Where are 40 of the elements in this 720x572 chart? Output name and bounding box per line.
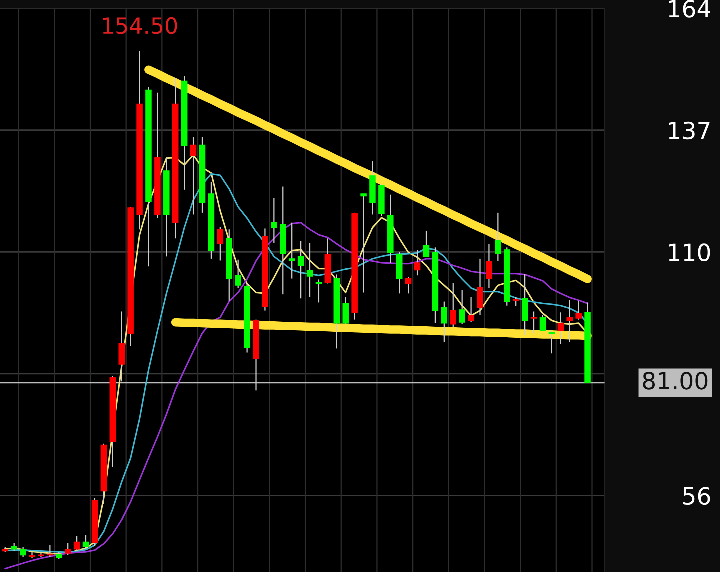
candlestick [530,311,538,334]
candlestick [441,301,448,343]
ref-line-label: 81.00 [643,372,708,390]
candlestick [548,330,556,354]
y-tick-label: 110 [669,244,710,262]
candlestick [540,314,546,332]
candlestick [360,193,367,294]
line-series [4,222,589,570]
candlestick [306,242,314,298]
candlestick [477,258,484,316]
candlestick [82,534,90,550]
candlestick [486,244,492,289]
candlestick [271,197,278,244]
candlestick [118,311,125,382]
candlestick [423,230,430,258]
candlestick [74,536,80,552]
candlestick [235,259,242,289]
annotation: 154.50 [103,17,178,34]
candlestick [468,296,474,323]
candlestick [566,299,573,343]
candlestick [298,240,304,300]
candlestick [450,282,457,328]
candlestick [495,212,502,262]
y-tick-label: 56 [684,487,710,506]
y-tick-label: 164 [669,0,710,18]
candlestick [217,226,224,262]
candlestick [459,290,466,325]
candlestick [190,136,197,216]
candlestick [558,312,564,345]
candlestick [396,252,403,294]
candlestick [576,300,582,320]
candlestick [414,250,421,276]
candlestick [64,542,72,556]
y-tick-label: 137 [669,122,710,140]
candlestick [288,222,296,280]
candlestick [405,276,412,294]
candlestick [316,279,322,304]
candlestick [342,296,349,325]
candlestick [522,274,528,336]
candlestick [20,546,26,558]
